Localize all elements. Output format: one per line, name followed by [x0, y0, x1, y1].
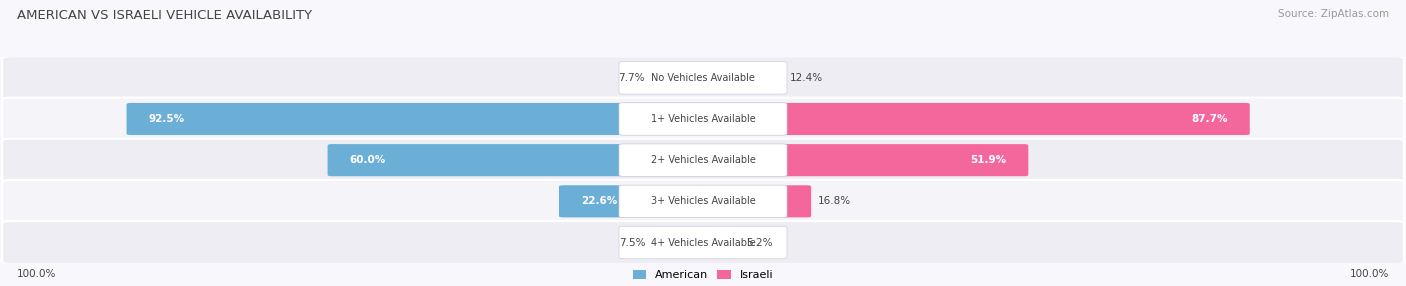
- Text: 7.7%: 7.7%: [619, 73, 645, 83]
- Text: 7.5%: 7.5%: [620, 238, 645, 247]
- Text: 3+ Vehicles Available: 3+ Vehicles Available: [651, 196, 755, 206]
- Text: AMERICAN VS ISRAELI VEHICLE AVAILABILITY: AMERICAN VS ISRAELI VEHICLE AVAILABILITY: [17, 9, 312, 21]
- FancyBboxPatch shape: [619, 226, 787, 259]
- Text: Source: ZipAtlas.com: Source: ZipAtlas.com: [1278, 9, 1389, 19]
- FancyBboxPatch shape: [651, 62, 707, 94]
- FancyBboxPatch shape: [619, 103, 787, 135]
- FancyBboxPatch shape: [1, 139, 1403, 182]
- Text: 87.7%: 87.7%: [1191, 114, 1227, 124]
- FancyBboxPatch shape: [699, 227, 740, 259]
- Legend: American, Israeli: American, Israeli: [633, 270, 773, 281]
- FancyBboxPatch shape: [652, 227, 707, 259]
- FancyBboxPatch shape: [560, 185, 707, 217]
- Text: 100.0%: 100.0%: [17, 269, 56, 279]
- FancyBboxPatch shape: [1, 56, 1403, 99]
- Text: 5.2%: 5.2%: [745, 238, 772, 247]
- Text: 16.8%: 16.8%: [817, 196, 851, 206]
- FancyBboxPatch shape: [699, 185, 811, 217]
- FancyBboxPatch shape: [619, 61, 787, 94]
- Text: No Vehicles Available: No Vehicles Available: [651, 73, 755, 83]
- FancyBboxPatch shape: [1, 221, 1403, 264]
- Text: 1+ Vehicles Available: 1+ Vehicles Available: [651, 114, 755, 124]
- FancyBboxPatch shape: [127, 103, 707, 135]
- FancyBboxPatch shape: [619, 144, 787, 176]
- FancyBboxPatch shape: [328, 144, 707, 176]
- Text: 92.5%: 92.5%: [148, 114, 184, 124]
- Text: 100.0%: 100.0%: [1350, 269, 1389, 279]
- FancyBboxPatch shape: [699, 103, 1250, 135]
- FancyBboxPatch shape: [619, 185, 787, 218]
- Text: 22.6%: 22.6%: [581, 196, 617, 206]
- Text: 51.9%: 51.9%: [970, 155, 1007, 165]
- FancyBboxPatch shape: [1, 98, 1403, 140]
- Text: 12.4%: 12.4%: [790, 73, 824, 83]
- FancyBboxPatch shape: [699, 144, 1028, 176]
- Text: 4+ Vehicles Available: 4+ Vehicles Available: [651, 238, 755, 247]
- Text: 60.0%: 60.0%: [350, 155, 385, 165]
- FancyBboxPatch shape: [699, 62, 785, 94]
- FancyBboxPatch shape: [1, 180, 1403, 223]
- Text: 2+ Vehicles Available: 2+ Vehicles Available: [651, 155, 755, 165]
